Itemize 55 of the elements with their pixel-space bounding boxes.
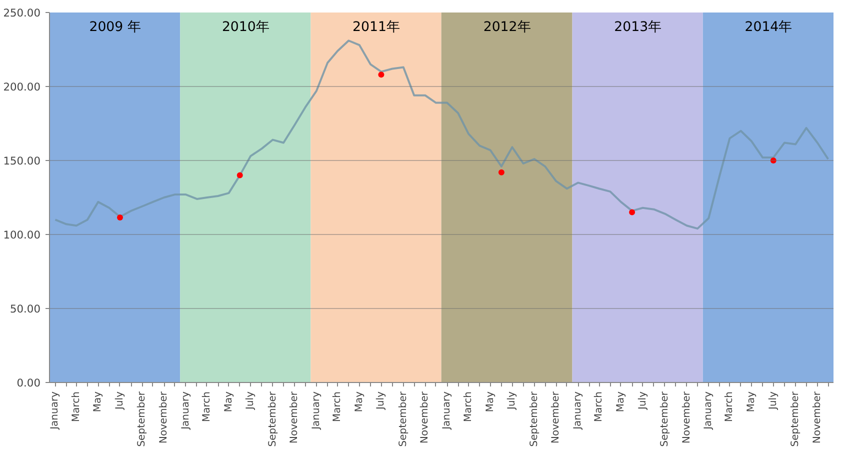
x-tick-label: July <box>376 391 387 410</box>
x-tick-label: March <box>70 392 82 422</box>
x-tick-label: January <box>180 391 192 430</box>
x-tick-label: May <box>746 391 758 412</box>
band-label: 2013年 <box>614 20 662 35</box>
x-tick-label: September <box>136 390 148 447</box>
x-tick-label: September <box>790 390 802 447</box>
point <box>236 172 243 178</box>
x-tick-label: January <box>310 391 322 430</box>
x-tick-label: May <box>92 391 104 412</box>
band-label: 2010年 <box>222 20 269 35</box>
y-tick-label: 200.00 <box>3 80 41 94</box>
x-tick-label: September <box>267 390 278 447</box>
x-tick-label: May <box>354 391 365 412</box>
point <box>116 214 123 220</box>
y-tick-label: 0.00 <box>16 376 41 390</box>
x-tick-label: July <box>768 391 779 410</box>
x-tick-label: March <box>724 392 736 422</box>
x-tick-label: September <box>398 390 409 447</box>
x-tick-label: March <box>332 392 344 422</box>
band-label: 2011年 <box>352 20 400 35</box>
y-tick-label: 150.00 <box>3 154 41 168</box>
line-series <box>54 40 830 230</box>
x-tick-label: November <box>158 390 170 444</box>
x-tick-label: September <box>659 390 670 447</box>
x-tick-label: January <box>50 391 61 430</box>
y-tick-label: 250.00 <box>3 6 41 20</box>
x-tick-label: July <box>114 391 126 410</box>
x-tick-label: March <box>201 392 212 422</box>
x-tick-label: November <box>550 390 562 444</box>
point <box>770 158 776 164</box>
band-label: 2012年 <box>483 20 530 35</box>
point <box>629 209 636 216</box>
point <box>498 169 504 176</box>
x-tick-label: November <box>420 390 431 444</box>
x-tick-label: January <box>572 391 584 430</box>
x-tick-label: November <box>289 390 300 444</box>
x-tick-label: July <box>245 391 256 410</box>
band-label: 2009 年 <box>89 20 140 35</box>
x-tick-label: July <box>506 391 518 410</box>
band-label: 2014年 <box>744 20 792 35</box>
x-tick-label: September <box>528 390 540 447</box>
x-tick-label: November <box>681 390 692 444</box>
y-tick-label: 50.00 <box>10 302 41 316</box>
x-tick-label: May <box>615 391 626 412</box>
x-tick-label: January <box>703 391 714 430</box>
x-tick-label: May <box>223 391 234 412</box>
point <box>378 72 384 78</box>
x-tick-label: July <box>637 391 648 410</box>
x-tick-label: March <box>594 392 605 422</box>
x-tick-label: March <box>463 392 474 422</box>
x-tick-label: May <box>484 391 496 412</box>
x-tick-label: November <box>812 390 823 444</box>
y-tick-label: 100.00 <box>3 228 41 242</box>
x-tick-label: January <box>442 391 453 430</box>
